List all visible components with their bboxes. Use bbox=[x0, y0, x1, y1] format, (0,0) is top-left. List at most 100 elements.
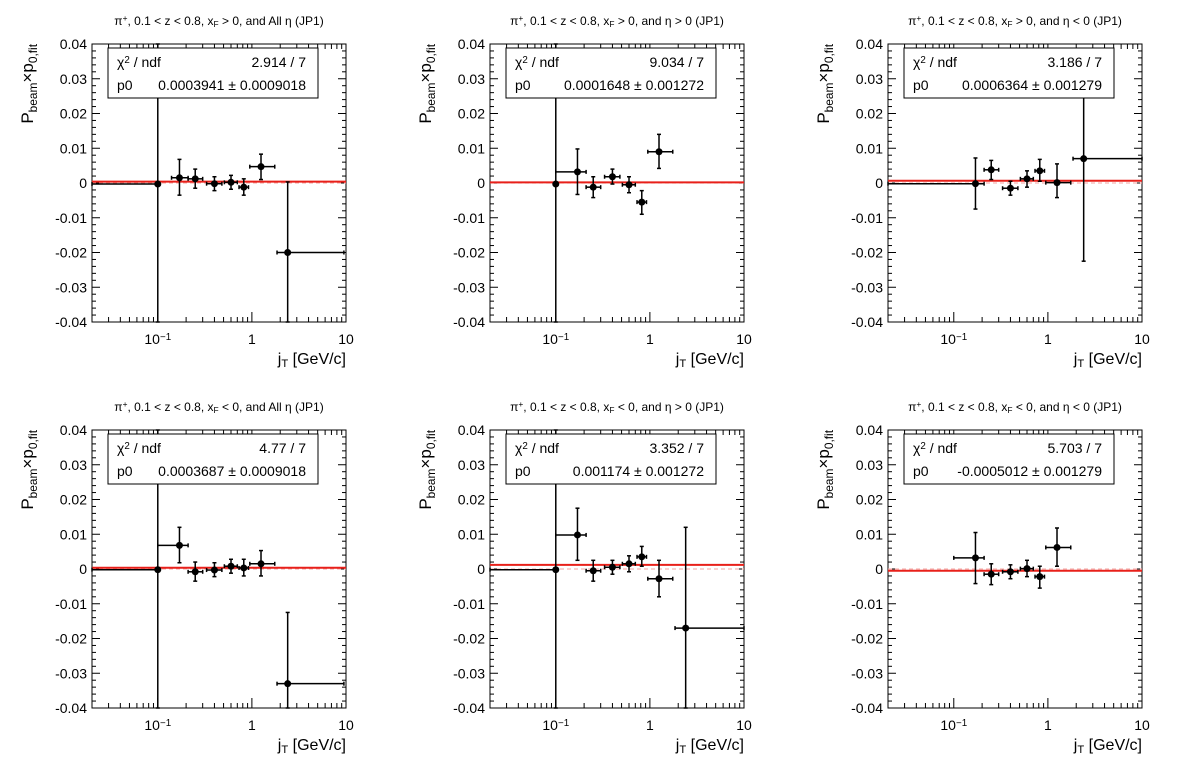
y-tick-label: -0.03 bbox=[851, 665, 883, 681]
data-point bbox=[887, 157, 985, 210]
y-tick-label: -0.04 bbox=[453, 700, 485, 716]
data-point bbox=[1019, 170, 1035, 188]
x-tick-label: 10 bbox=[1134, 717, 1150, 733]
data-point bbox=[621, 555, 637, 573]
data-marker bbox=[589, 183, 597, 191]
y-tick-label: -0.04 bbox=[851, 700, 883, 716]
data-point bbox=[1001, 564, 1019, 580]
data-marker bbox=[191, 175, 199, 183]
y-tick-label: -0.01 bbox=[851, 210, 883, 226]
y-tick-label: 0 bbox=[875, 561, 883, 577]
stats-chi2-label: χ2 / ndf bbox=[515, 54, 559, 70]
y-tick-label: 0.02 bbox=[856, 106, 883, 122]
x-tick-label: 1 bbox=[646, 717, 654, 733]
data-marker bbox=[210, 566, 218, 574]
data-marker bbox=[552, 566, 560, 574]
data-marker bbox=[191, 568, 199, 576]
panel-title: π+, 0.1 < z < 0.8, xF < 0, and η > 0 (JP… bbox=[510, 399, 724, 415]
y-axis-label: Pbeam×p0,fit bbox=[18, 43, 40, 123]
y-tick-label: 0.02 bbox=[60, 492, 87, 508]
y-tick-label: 0.02 bbox=[458, 106, 485, 122]
data-marker bbox=[154, 180, 162, 188]
data-point bbox=[1045, 163, 1072, 199]
data-point bbox=[205, 175, 223, 192]
data-point bbox=[674, 526, 745, 709]
data-point bbox=[157, 526, 189, 564]
stats-p0-value: 0.0003941 ± 0.0009018 bbox=[158, 77, 306, 93]
x-axis-label: jT [GeV/c] bbox=[1073, 737, 1142, 756]
y-tick-label: -0.02 bbox=[55, 631, 87, 647]
y-tick-label: -0.03 bbox=[55, 279, 87, 295]
y-tick-label: 0.03 bbox=[458, 71, 485, 87]
y-tick-label: -0.04 bbox=[453, 314, 485, 330]
x-tick-label: 10 bbox=[338, 331, 354, 347]
data-marker bbox=[552, 180, 560, 188]
y-tick-label: 0.02 bbox=[60, 106, 87, 122]
y-tick-label: 0.01 bbox=[856, 140, 883, 156]
panel-3: π+, 0.1 < z < 0.8, xF > 0, and η < 0 (JP… bbox=[814, 13, 1150, 370]
y-tick-label: -0.02 bbox=[851, 631, 883, 647]
stats-box: χ2 / ndf 9.034 / 7 p0 0.0001648 ± 0.001272 bbox=[505, 47, 717, 99]
data-point bbox=[238, 178, 250, 196]
stats-chi2-value: 4.77 / 7 bbox=[259, 440, 306, 456]
stats-chi2-value: 2.914 / 7 bbox=[252, 54, 307, 70]
panel-title: π+, 0.1 < z < 0.8, xF > 0, and η > 0 (JP… bbox=[510, 13, 724, 29]
data-marker bbox=[1006, 184, 1014, 192]
data-point bbox=[555, 148, 587, 196]
stats-box-frame bbox=[505, 433, 717, 485]
stats-p0-label: p0 bbox=[515, 77, 531, 93]
panel-1: π+, 0.1 < z < 0.8, xF > 0, and All η (JP… bbox=[18, 13, 354, 370]
data-marker bbox=[589, 567, 597, 575]
y-tick-label: 0.02 bbox=[856, 492, 883, 508]
y-tick-label: 0.03 bbox=[856, 457, 883, 473]
data-point bbox=[603, 559, 621, 575]
data-point bbox=[170, 158, 189, 196]
y-tick-label: 0 bbox=[875, 175, 883, 191]
y-tick-label: 0.04 bbox=[60, 36, 87, 52]
data-point bbox=[223, 174, 239, 191]
data-point bbox=[953, 531, 985, 585]
data-marker bbox=[573, 531, 581, 539]
y-tick-label: 0 bbox=[79, 175, 87, 191]
data-point bbox=[1045, 527, 1072, 567]
y-tick-label: 0.01 bbox=[458, 526, 485, 542]
stats-box: χ2 / ndf 3.186 / 7 p0 0.0006364 ± 0.001279 bbox=[903, 47, 1115, 99]
stats-box-frame bbox=[107, 433, 319, 485]
y-tick-label: -0.04 bbox=[55, 314, 87, 330]
data-marker bbox=[1023, 175, 1031, 183]
x-tick-label: 10−1 bbox=[542, 717, 569, 733]
stats-p0-value: 0.0003687 ± 0.0009018 bbox=[158, 463, 306, 479]
data-point bbox=[187, 168, 204, 189]
data-marker bbox=[625, 560, 633, 568]
data-point bbox=[187, 561, 204, 582]
stats-chi2-label: χ2 / ndf bbox=[117, 54, 161, 70]
x-tick-label: 1 bbox=[248, 331, 256, 347]
stats-box-frame bbox=[505, 47, 717, 99]
data-marker bbox=[971, 180, 979, 188]
data-point bbox=[1001, 180, 1019, 196]
x-axis-label: jT [GeV/c] bbox=[277, 351, 346, 370]
data-marker bbox=[284, 249, 292, 256]
x-tick-label: 1 bbox=[646, 331, 654, 347]
panel-title: π+, 0.1 < z < 0.8, xF > 0, and All η (JP… bbox=[114, 13, 323, 29]
y-tick-label: -0.03 bbox=[851, 279, 883, 295]
x-tick-label: 10 bbox=[1134, 331, 1150, 347]
data-point bbox=[1034, 565, 1046, 589]
y-tick-label: 0 bbox=[477, 561, 485, 577]
y-tick-label: -0.02 bbox=[453, 631, 485, 647]
data-point bbox=[585, 559, 602, 582]
x-tick-label: 10 bbox=[338, 717, 354, 733]
stats-chi2-value: 3.352 / 7 bbox=[650, 440, 705, 456]
y-tick-label: 0.01 bbox=[458, 140, 485, 156]
x-tick-label: 10 bbox=[736, 717, 752, 733]
y-tick-label: 0.04 bbox=[60, 422, 87, 438]
stats-box-frame bbox=[107, 47, 319, 99]
data-point bbox=[585, 175, 602, 199]
data-marker bbox=[655, 148, 663, 156]
x-tick-label: 10−1 bbox=[940, 331, 967, 347]
y-tick-label: 0.04 bbox=[458, 422, 485, 438]
stats-box: χ2 / ndf 3.352 / 7 p0 0.001174 ± 0.001272 bbox=[505, 433, 717, 485]
data-marker bbox=[175, 541, 183, 549]
x-axis-label: jT [GeV/c] bbox=[1073, 351, 1142, 370]
stats-p0-label: p0 bbox=[117, 77, 133, 93]
